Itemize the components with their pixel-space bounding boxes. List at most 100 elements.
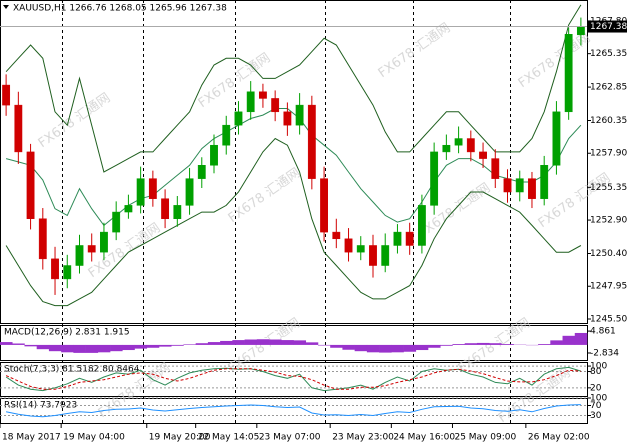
bar	[330, 344, 343, 348]
candle-body	[393, 231, 402, 246]
y-tick-label: 100	[590, 394, 607, 404]
y-tick-label: 1247.95	[590, 282, 627, 292]
bar	[24, 344, 37, 347]
bar	[538, 344, 551, 345]
x-tick-label: 19 May 20:00	[149, 433, 211, 443]
bar	[476, 342, 490, 345]
bar	[366, 344, 380, 353]
candle-body	[26, 151, 35, 219]
y-tick-label: 80	[590, 367, 602, 377]
bar	[256, 339, 270, 345]
candle-body	[295, 104, 304, 126]
bar	[195, 343, 209, 345]
y-tick-label: 1245.50	[590, 314, 627, 324]
y-tick-label: 1252.90	[590, 216, 627, 226]
bar	[501, 344, 514, 345]
y-tick-label: 1262.85	[590, 83, 627, 93]
x-tick-label: 26 May 02:00	[528, 433, 590, 443]
candle-body	[185, 178, 194, 206]
candle-body	[136, 178, 145, 206]
bar	[85, 344, 99, 353]
candle-body	[564, 34, 573, 113]
candle-body	[576, 26, 585, 36]
bar	[428, 344, 441, 348]
bar	[281, 340, 294, 345]
bar	[48, 344, 62, 352]
candle-body	[405, 231, 414, 246]
bar	[171, 344, 184, 346]
y-tick-label: 30	[590, 411, 602, 421]
bar	[440, 344, 453, 346]
candle-body	[356, 245, 365, 253]
bar	[97, 344, 111, 353]
bar	[207, 342, 221, 345]
candle-body	[148, 178, 157, 199]
indicator-line	[5, 368, 581, 390]
candle-body	[173, 205, 182, 219]
x-tick-label: 18 May 2017	[2, 433, 61, 443]
candle-body	[75, 245, 84, 266]
symbol-icon	[3, 5, 9, 9]
candle-body	[197, 165, 206, 179]
y-tick-label: 1260.35	[590, 116, 627, 126]
candle-body	[528, 178, 536, 199]
bar	[146, 344, 160, 348]
candle-body	[271, 98, 280, 113]
candle-body	[417, 205, 426, 246]
candle-body	[332, 231, 341, 240]
bar	[574, 332, 588, 345]
indicator-line	[5, 137, 582, 307]
bar	[562, 335, 576, 345]
y-tick-label: -2.834	[590, 348, 619, 358]
x-tick-label: 25 May 09:00	[454, 433, 516, 443]
bar	[0, 342, 13, 345]
candle-body	[344, 238, 353, 253]
candle-body	[369, 245, 377, 266]
x-tick-label: 23 May 23:00	[332, 433, 394, 443]
bar	[354, 344, 368, 352]
x-tick-label: 23 May 07:00	[259, 433, 321, 443]
candle-body	[100, 231, 108, 253]
candle-body	[430, 151, 439, 206]
y-tick-label: 20	[590, 383, 602, 393]
bar	[403, 344, 417, 352]
candle-body	[503, 178, 512, 193]
indicator-line	[5, 404, 581, 418]
candle-body	[454, 138, 463, 146]
y-tick-label: 70	[590, 401, 602, 411]
bar	[305, 342, 319, 345]
indicator-line	[5, 4, 582, 173]
y-tick-label: 1255.35	[590, 183, 627, 193]
candle-body	[442, 144, 451, 153]
y-tick-label: 1257.90	[590, 149, 627, 159]
candle-body	[479, 151, 487, 159]
bar	[550, 340, 563, 345]
bar	[232, 340, 245, 345]
price-box	[588, 20, 627, 33]
candle-body	[491, 158, 500, 179]
x-tick-label: 24 May 16:00	[393, 433, 455, 443]
y-tick-label: 4.861	[590, 327, 616, 337]
bar	[73, 344, 86, 353]
bar	[379, 344, 392, 353]
candle-body	[552, 111, 561, 166]
bar	[12, 343, 25, 345]
bar	[415, 344, 429, 351]
bar	[220, 340, 233, 345]
price-label: 1267.38	[590, 22, 627, 32]
bar	[36, 344, 50, 350]
y-tick-label: 100	[590, 362, 607, 372]
bar	[134, 344, 148, 349]
main-panel	[0, 0, 588, 324]
candle-body	[87, 245, 96, 253]
chart-title: XAUUSD,H1 1266.76 1268.05 1265.96 1267.3…	[13, 4, 227, 14]
bar	[452, 344, 466, 345]
candle-body	[124, 205, 133, 213]
bar	[293, 340, 307, 345]
candle-body	[466, 138, 475, 153]
candle-body	[234, 111, 243, 126]
candle-body	[14, 104, 23, 153]
bar	[464, 343, 478, 345]
candle-body	[2, 84, 11, 106]
